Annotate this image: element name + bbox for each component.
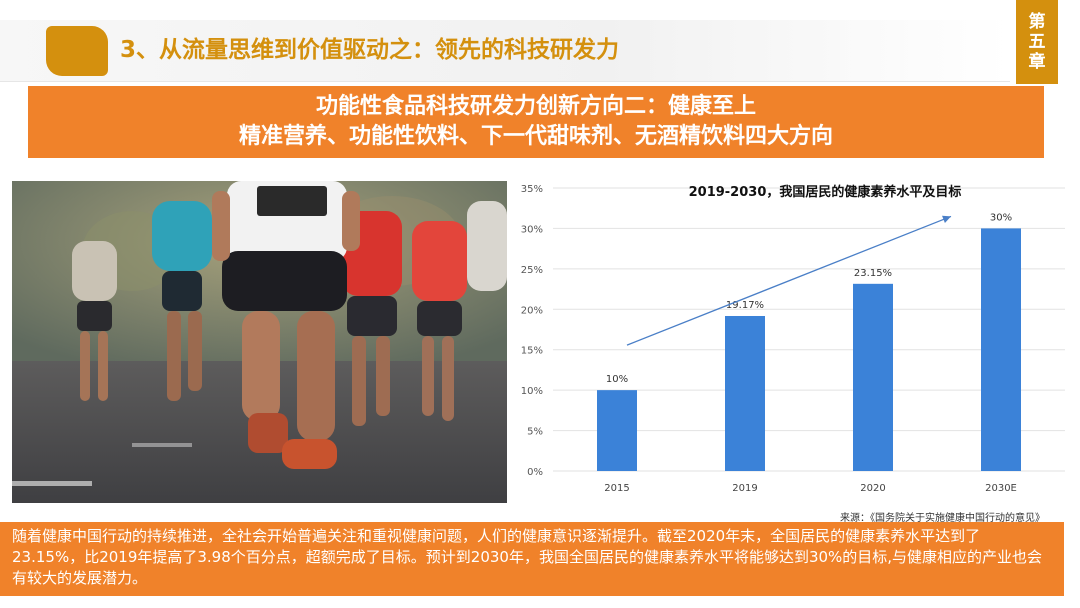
- x-tick-label: 2020: [860, 483, 885, 494]
- summary-text-box: 随着健康中国行动的持续推进，全社会开始普遍关注和重视健康问题，人们的健康意识逐渐…: [0, 522, 1064, 596]
- y-tick-label: 10%: [521, 386, 543, 397]
- y-tick-label: 25%: [521, 265, 543, 276]
- bar-2015: [597, 390, 637, 471]
- chapter-tab-char: 章: [1028, 52, 1046, 72]
- y-tick-label: 0%: [527, 467, 543, 478]
- health-literacy-bar-chart: 0% 5% 10% 15% 20% 25% 30% 35% 10% 2015 19.17% 2019 2…: [515, 176, 1075, 506]
- summary-paragraph: 随着健康中国行动的持续推进，全社会开始普遍关注和重视健康问题，人们的健康意识逐渐…: [12, 527, 1043, 587]
- y-tick-label: 15%: [521, 346, 543, 357]
- chapter-tab-char: 第: [1028, 12, 1046, 32]
- bar-2020: [853, 283, 893, 471]
- x-tick-label: 2015: [604, 483, 629, 494]
- banner-line-2: 精准营养、功能性饮料、下一代甜味剂、无酒精饮料四大方向: [238, 124, 833, 149]
- data-label: 30%: [990, 212, 1012, 223]
- bar-2019: [725, 315, 765, 471]
- title-marker-shape: [46, 26, 108, 76]
- headline-banner: 功能性食品科技研发力创新方向二：健康至上 精准营养、功能性饮料、下一代甜味剂、无…: [28, 86, 1044, 158]
- chart-title: 2019-2030，我国居民的健康素养水平及目标: [689, 184, 962, 200]
- data-label: 10%: [606, 374, 628, 385]
- trend-arrow-head-icon: [942, 215, 951, 224]
- section-title: 3、从流量思维到价值驱动之：领先的科技研发力: [120, 37, 620, 63]
- y-tick-label: 5%: [527, 427, 543, 438]
- data-label: 23.15%: [854, 268, 892, 279]
- chapter-tab: 第 五 章: [1016, 0, 1058, 84]
- bar-chart-canvas: 0% 5% 10% 15% 20% 25% 30% 35% 10% 2015 19.17% 2019 2…: [521, 184, 1065, 494]
- x-tick-label: 2019: [732, 483, 757, 494]
- title-bar: [0, 20, 1010, 82]
- y-tick-label: 35%: [521, 184, 543, 195]
- data-label: 19.17%: [726, 300, 764, 311]
- banner-line-1: 功能性食品科技研发力创新方向二：健康至上: [315, 94, 756, 119]
- marathon-runners-photo: [12, 181, 507, 503]
- source-note: 来源：《国务院关于实施健康中国行动的意见》: [840, 513, 1045, 524]
- y-tick-label: 20%: [521, 305, 543, 316]
- runners-illustration-icon: [12, 181, 507, 503]
- x-tick-label: 2030E: [985, 483, 1017, 494]
- chapter-tab-char: 五: [1028, 32, 1046, 52]
- bar-2030E: [981, 228, 1021, 471]
- trend-arrow-line: [626, 215, 952, 346]
- y-tick-label: 30%: [521, 224, 543, 235]
